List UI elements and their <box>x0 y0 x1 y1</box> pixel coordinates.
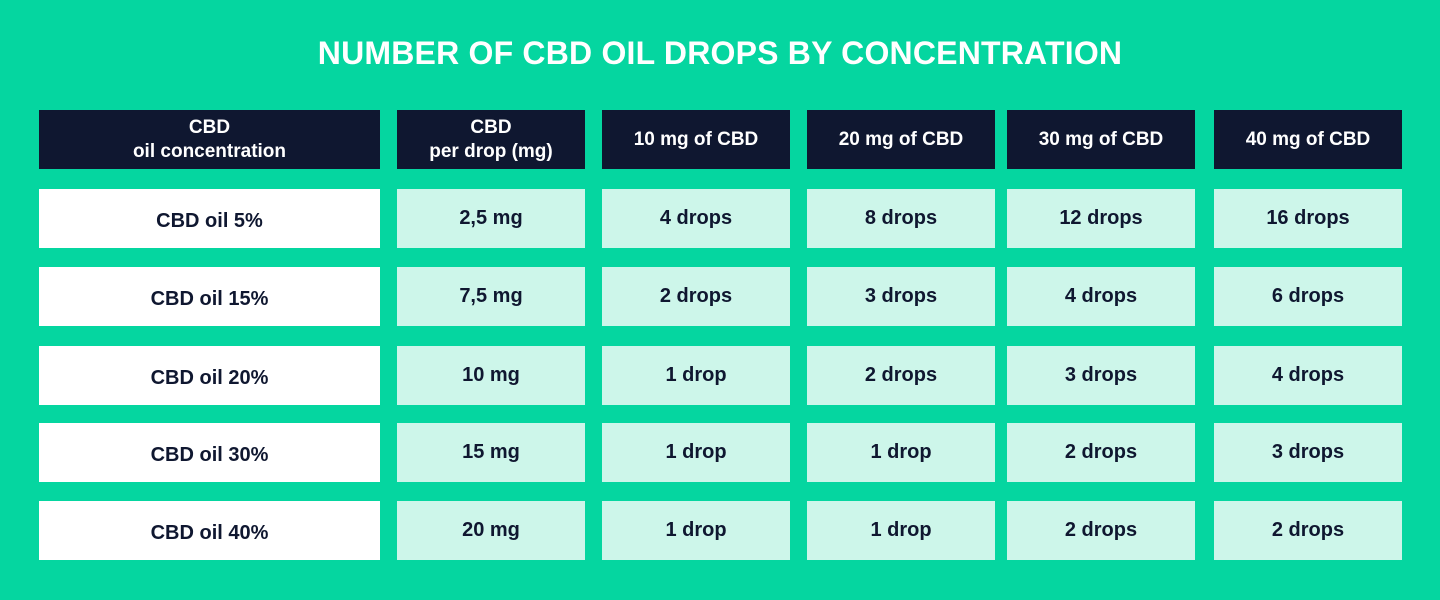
table-cell-cbd-oil-5-col-4: 12 drops <box>1007 189 1195 248</box>
row-label-cbd-oil-40: CBD oil 40% <box>39 501 380 560</box>
column-header-cbd-per-drop-mg: CBD per drop (mg) <box>397 110 585 169</box>
table-cell-cbd-oil-5-col-5: 16 drops <box>1214 189 1402 248</box>
row-label-cbd-oil-30: CBD oil 30% <box>39 423 380 482</box>
table-cell-cbd-oil-30-col-4: 2 drops <box>1007 423 1195 482</box>
column-header-cbd-oil-concentration: CBD oil concentration <box>39 110 380 169</box>
table-cell-cbd-oil-30-col-5: 3 drops <box>1214 423 1402 482</box>
table-cell-cbd-oil-5-col-1: 2,5 mg <box>397 189 585 248</box>
table-cell-cbd-oil-40-col-4: 2 drops <box>1007 501 1195 560</box>
table-cell-cbd-oil-15-col-1: 7,5 mg <box>397 267 585 326</box>
table-cell-cbd-oil-15-col-3: 3 drops <box>807 267 995 326</box>
table-cell-cbd-oil-40-col-5: 2 drops <box>1214 501 1402 560</box>
column-header-10-mg-of-cbd: 10 mg of CBD <box>602 110 790 169</box>
table-cell-cbd-oil-30-col-3: 1 drop <box>807 423 995 482</box>
table-cell-cbd-oil-15-col-4: 4 drops <box>1007 267 1195 326</box>
table-cell-cbd-oil-30-col-1: 15 mg <box>397 423 585 482</box>
table-cell-cbd-oil-20-col-5: 4 drops <box>1214 346 1402 405</box>
column-header-30-mg-of-cbd: 30 mg of CBD <box>1007 110 1195 169</box>
table-cell-cbd-oil-20-col-3: 2 drops <box>807 346 995 405</box>
row-label-cbd-oil-20: CBD oil 20% <box>39 346 380 405</box>
column-header-40-mg-of-cbd: 40 mg of CBD <box>1214 110 1402 169</box>
table-cell-cbd-oil-30-col-2: 1 drop <box>602 423 790 482</box>
table-cell-cbd-oil-20-col-2: 1 drop <box>602 346 790 405</box>
table-cell-cbd-oil-40-col-1: 20 mg <box>397 501 585 560</box>
column-header-20-mg-of-cbd: 20 mg of CBD <box>807 110 995 169</box>
table-cell-cbd-oil-20-col-4: 3 drops <box>1007 346 1195 405</box>
table-cell-cbd-oil-5-col-2: 4 drops <box>602 189 790 248</box>
chart-title: NUMBER OF CBD OIL DROPS BY CONCENTRATION <box>317 35 1123 71</box>
table-cell-cbd-oil-40-col-2: 1 drop <box>602 501 790 560</box>
table-cell-cbd-oil-40-col-3: 1 drop <box>807 501 995 560</box>
table-cell-cbd-oil-20-col-1: 10 mg <box>397 346 585 405</box>
row-label-cbd-oil-5: CBD oil 5% <box>39 189 380 248</box>
table-cell-cbd-oil-15-col-5: 6 drops <box>1214 267 1402 326</box>
table-cell-cbd-oil-15-col-2: 2 drops <box>602 267 790 326</box>
row-label-cbd-oil-15: CBD oil 15% <box>39 267 380 326</box>
table-cell-cbd-oil-5-col-3: 8 drops <box>807 189 995 248</box>
